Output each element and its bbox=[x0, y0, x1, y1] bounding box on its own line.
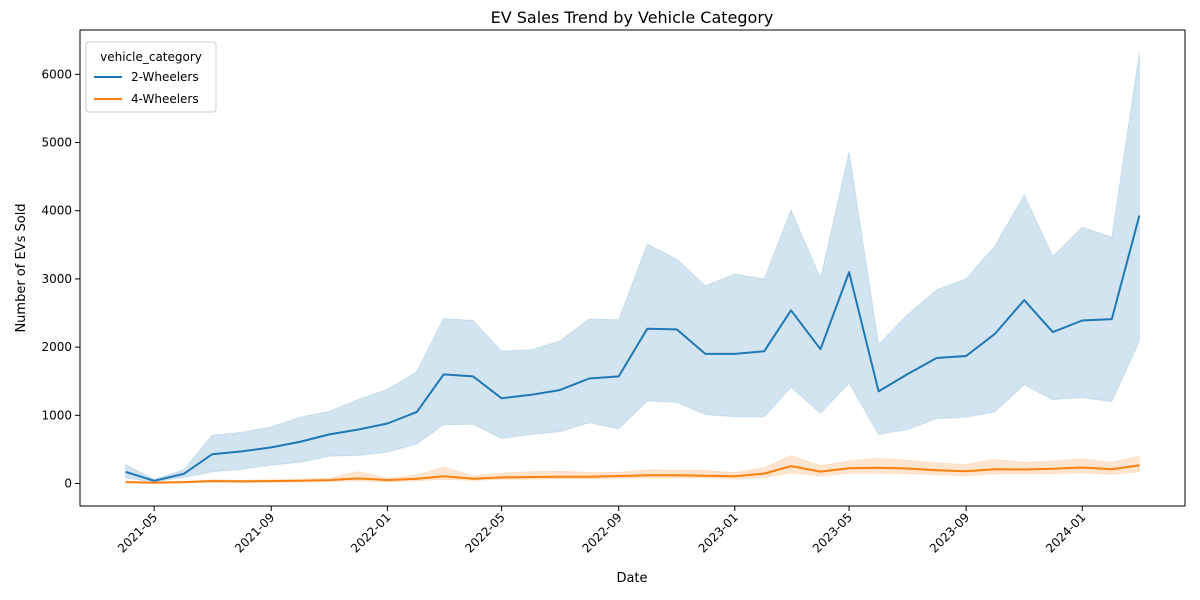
x-tick-label: 2021-09 bbox=[232, 510, 277, 555]
legend-title: vehicle_category bbox=[100, 50, 202, 64]
legend-label-2-wheelers: 2-Wheelers bbox=[131, 70, 199, 84]
x-tick-label: 2022-01 bbox=[348, 510, 393, 555]
y-tick-label: 3000 bbox=[41, 272, 72, 286]
x-tick-label: 2023-01 bbox=[696, 510, 741, 555]
series-lines bbox=[125, 215, 1141, 484]
y-tick-label: 4000 bbox=[41, 204, 72, 218]
y-tick-label: 5000 bbox=[41, 136, 72, 150]
x-tick-label: 2022-09 bbox=[579, 510, 624, 555]
confidence-bands bbox=[125, 52, 1140, 484]
series-line-2-wheelers bbox=[125, 215, 1141, 482]
x-tick-label: 2022-05 bbox=[462, 510, 507, 555]
series-line-4-wheelers bbox=[125, 464, 1140, 484]
plot-area-frame bbox=[79, 29, 1186, 507]
y-axis-label: Number of EVs Sold bbox=[14, 203, 29, 332]
y-tick-label: 0 bbox=[64, 476, 72, 490]
x-tick-label: 2023-05 bbox=[810, 510, 855, 555]
x-axis-label: Date bbox=[616, 571, 647, 586]
y-tick-label: 6000 bbox=[41, 67, 72, 81]
y-tick-label: 2000 bbox=[41, 340, 72, 354]
y-tick-label: 1000 bbox=[41, 408, 72, 422]
x-axis-ticks: 2021-05 2021-09 2022-01 2022-05 2022-09 2023-… bbox=[115, 506, 1088, 556]
chart-title: EV Sales Trend by Vehicle Category bbox=[491, 8, 774, 27]
legend: vehicle_category 2-Wheelers 4-Wheelers bbox=[85, 41, 217, 113]
ci-band-2-wheelers bbox=[125, 52, 1140, 483]
x-tick-label: 2023-09 bbox=[927, 510, 972, 555]
ci-band-4-wheelers bbox=[125, 454, 1140, 484]
legend-box bbox=[85, 41, 217, 113]
legend-label-4-wheelers: 4-Wheelers bbox=[131, 92, 199, 106]
x-tick-label: 2024-01 bbox=[1043, 510, 1088, 555]
y-axis-ticks: 0 1000 2000 3000 4000 5000 6000 bbox=[41, 67, 80, 490]
x-tick-label: 2021-05 bbox=[115, 510, 160, 555]
